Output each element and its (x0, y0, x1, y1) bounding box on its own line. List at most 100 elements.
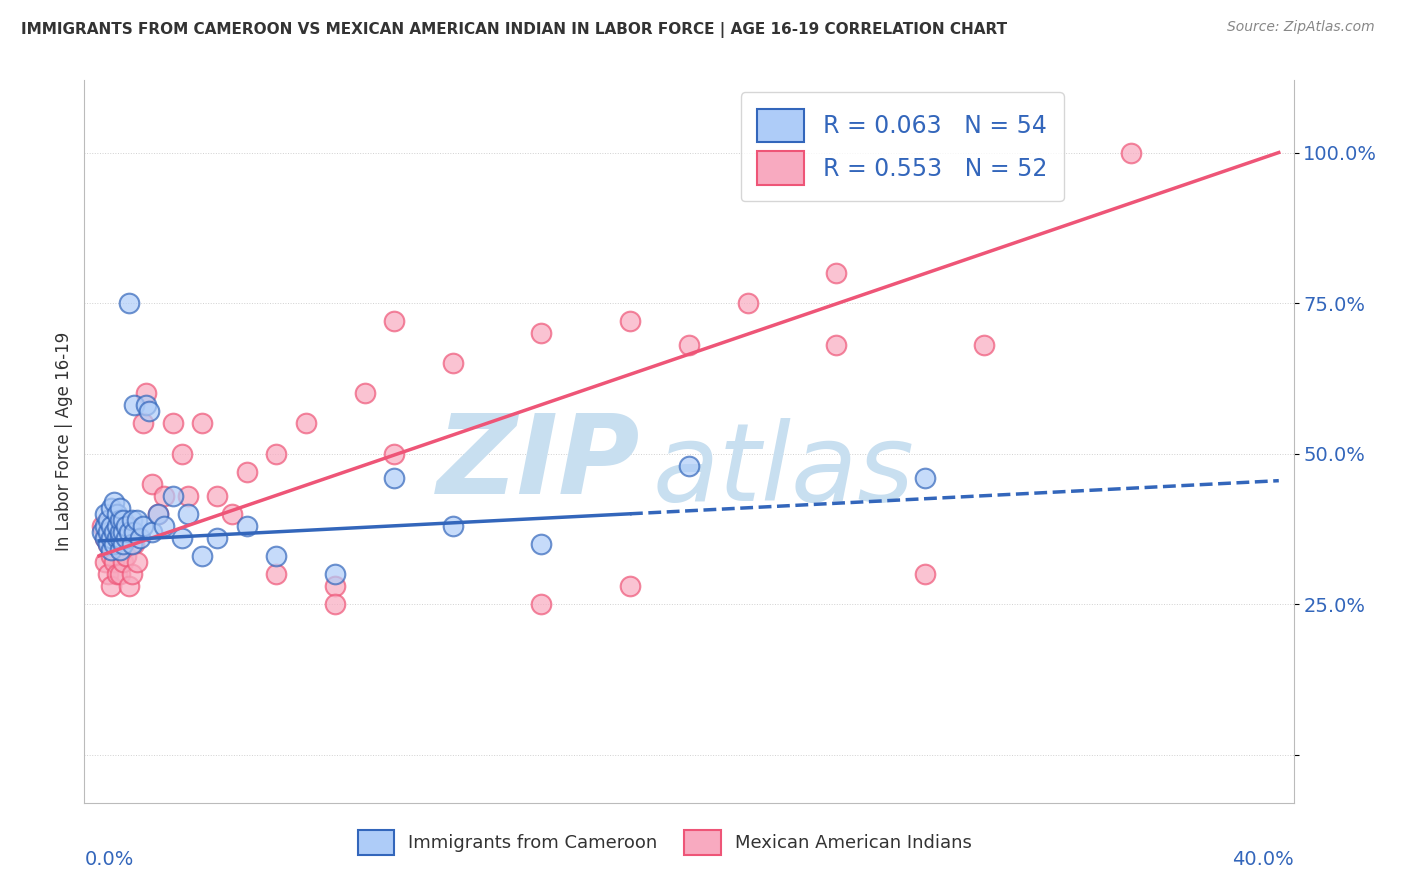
Text: 40.0%: 40.0% (1232, 850, 1294, 869)
Y-axis label: In Labor Force | Age 16-19: In Labor Force | Age 16-19 (55, 332, 73, 551)
Point (382, 446, 405, 460)
Point (141, 476, 163, 491)
Point (382, 471, 405, 485)
Point (111, 555, 134, 569)
Point (97, 537, 120, 551)
Point (108, 531, 131, 545)
Point (105, 531, 128, 545)
Point (108, 513, 131, 527)
Point (138, 404, 160, 418)
Point (132, 519, 155, 533)
Point (117, 296, 139, 310)
Point (825, 338, 848, 352)
Point (162, 489, 184, 503)
Point (678, 338, 700, 352)
Point (94, 531, 117, 545)
Point (105, 507, 128, 521)
Point (191, 417, 214, 431)
Point (914, 567, 936, 582)
Point (94, 507, 117, 521)
Text: atlas: atlas (652, 418, 914, 523)
Point (124, 398, 146, 412)
Point (382, 314, 405, 328)
Point (97, 567, 120, 582)
Point (124, 537, 146, 551)
Point (121, 537, 143, 551)
Point (97, 513, 120, 527)
Point (105, 519, 128, 533)
Point (323, 579, 346, 593)
Point (1121, 145, 1143, 160)
Point (127, 555, 149, 569)
Point (353, 386, 375, 401)
Point (162, 417, 184, 431)
Point (235, 465, 257, 479)
Point (264, 549, 287, 563)
Text: ZIP: ZIP (437, 409, 641, 516)
Point (153, 489, 176, 503)
Point (100, 549, 122, 563)
Point (108, 542, 131, 557)
Point (105, 537, 128, 551)
Point (94, 531, 117, 545)
Point (103, 555, 125, 569)
Point (94, 555, 117, 569)
Point (530, 537, 553, 551)
Point (108, 500, 131, 515)
Point (153, 519, 176, 533)
Point (205, 531, 228, 545)
Point (100, 542, 122, 557)
Point (97, 537, 120, 551)
Point (914, 471, 936, 485)
Point (103, 494, 125, 508)
Point (619, 579, 641, 593)
Point (100, 519, 122, 533)
Point (108, 542, 131, 557)
Point (323, 567, 346, 582)
Point (100, 579, 122, 593)
Point (111, 513, 134, 527)
Point (294, 417, 316, 431)
Point (103, 531, 125, 545)
Point (146, 507, 169, 521)
Point (103, 524, 125, 539)
Point (111, 537, 134, 551)
Text: 0.0%: 0.0% (84, 850, 134, 869)
Point (323, 597, 346, 611)
Point (441, 519, 464, 533)
Point (678, 458, 700, 473)
Point (108, 524, 131, 539)
Point (176, 489, 198, 503)
Point (121, 513, 143, 527)
Point (737, 296, 759, 310)
Point (114, 531, 136, 545)
Point (91, 519, 114, 533)
Point (111, 524, 134, 539)
Point (973, 338, 995, 352)
Point (114, 549, 136, 563)
Point (205, 489, 228, 503)
Point (117, 524, 139, 539)
Point (100, 531, 122, 545)
Point (135, 386, 157, 401)
Point (117, 579, 139, 593)
Point (129, 531, 152, 545)
Point (619, 314, 641, 328)
Point (124, 524, 146, 539)
Text: Source: ZipAtlas.com: Source: ZipAtlas.com (1227, 20, 1375, 34)
Point (264, 567, 287, 582)
Point (100, 500, 122, 515)
Point (441, 356, 464, 370)
Point (264, 446, 287, 460)
Point (221, 507, 243, 521)
Point (94, 519, 117, 533)
Point (191, 549, 214, 563)
Point (127, 513, 149, 527)
Point (117, 519, 139, 533)
Point (170, 531, 193, 545)
Point (825, 266, 848, 280)
Point (170, 446, 193, 460)
Point (103, 537, 125, 551)
Point (235, 519, 257, 533)
Point (132, 417, 155, 431)
